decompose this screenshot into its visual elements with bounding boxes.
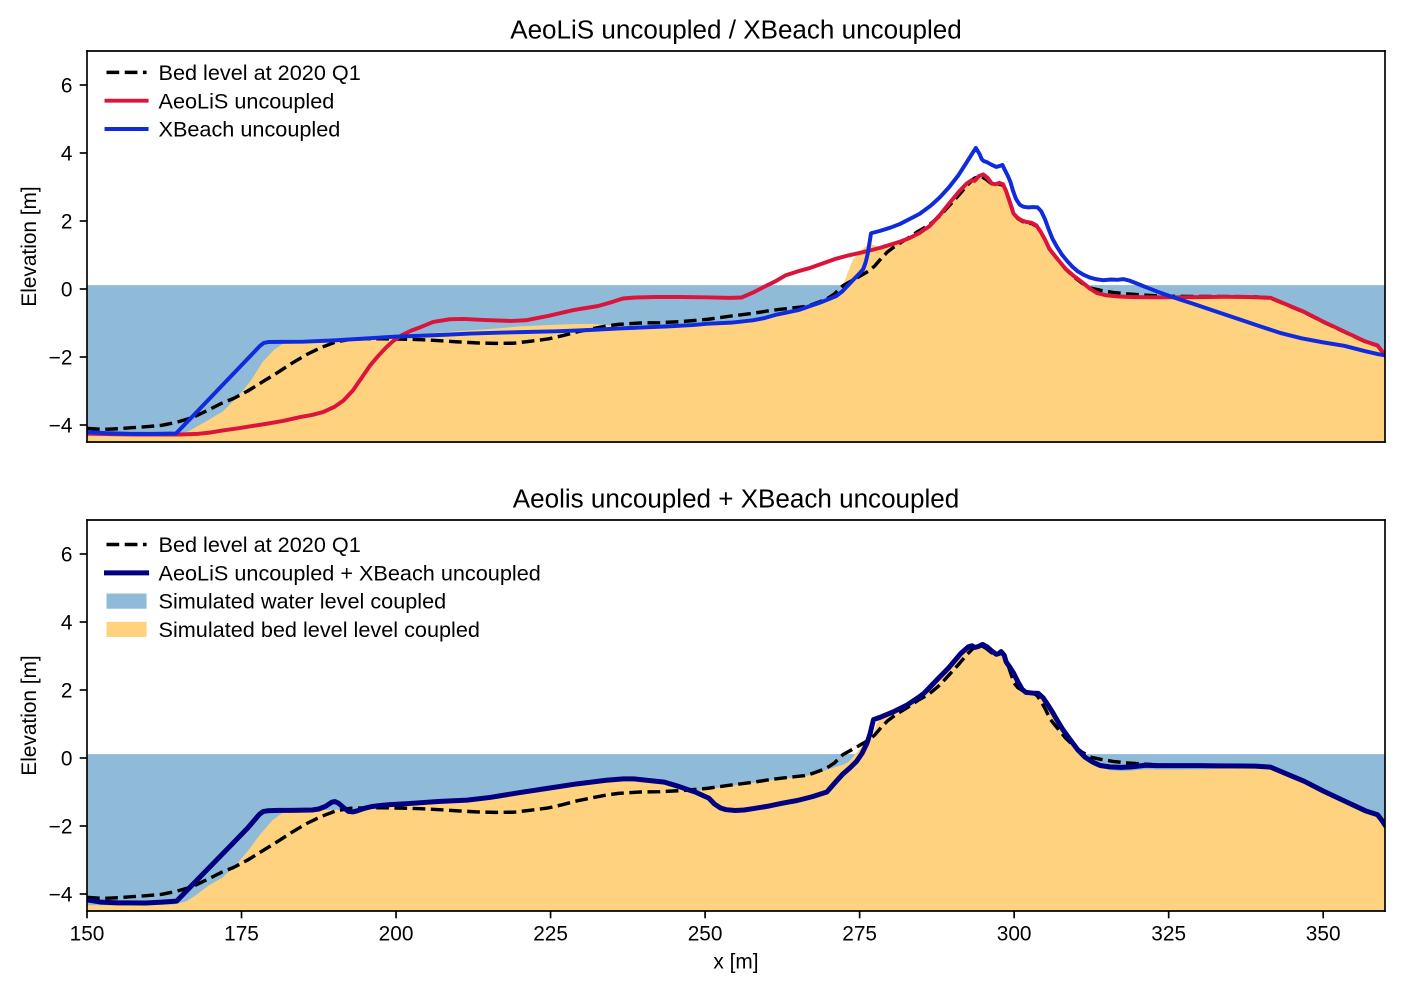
svg-text:−2: −2 [49, 816, 73, 839]
svg-text:XBeach uncoupled: XBeach uncoupled [159, 117, 341, 142]
svg-text:Bed level at 2020 Q1: Bed level at 2020 Q1 [159, 60, 361, 85]
svg-text:−2: −2 [49, 347, 73, 370]
svg-text:2: 2 [61, 211, 73, 234]
svg-text:350: 350 [1306, 923, 1341, 946]
svg-text:Elevation [m]: Elevation [m] [18, 655, 41, 775]
svg-text:x [m]: x [m] [713, 950, 758, 973]
svg-text:−4: −4 [49, 415, 73, 438]
svg-text:AeoLiS uncoupled + XBeach unco: AeoLiS uncoupled + XBeach uncoupled [159, 560, 541, 585]
svg-text:275: 275 [842, 923, 877, 946]
svg-text:225: 225 [533, 923, 568, 946]
svg-text:300: 300 [997, 923, 1032, 946]
svg-text:175: 175 [224, 923, 259, 946]
svg-text:AeoLiS uncoupled / XBeach unco: AeoLiS uncoupled / XBeach uncoupled [510, 15, 962, 45]
svg-text:4: 4 [61, 143, 73, 166]
svg-text:6: 6 [61, 544, 73, 567]
svg-text:2: 2 [61, 680, 73, 703]
svg-text:325: 325 [1151, 923, 1186, 946]
svg-text:150: 150 [70, 923, 105, 946]
svg-text:−4: −4 [49, 884, 73, 907]
svg-text:Simulated water level coupled: Simulated water level coupled [159, 589, 447, 614]
svg-text:Simulated bed level level coup: Simulated bed level level coupled [159, 617, 480, 642]
svg-text:Bed level at 2020 Q1: Bed level at 2020 Q1 [159, 532, 361, 557]
svg-text:0: 0 [61, 279, 73, 302]
svg-text:AeoLiS uncoupled: AeoLiS uncoupled [159, 88, 335, 113]
svg-text:0: 0 [61, 748, 73, 771]
svg-text:Aeolis uncoupled + XBeach unco: Aeolis uncoupled + XBeach uncoupled [513, 484, 959, 514]
svg-text:250: 250 [688, 923, 723, 946]
svg-text:6: 6 [61, 75, 73, 98]
svg-text:200: 200 [379, 923, 414, 946]
svg-text:4: 4 [61, 612, 73, 635]
svg-text:Elevation [m]: Elevation [m] [18, 186, 41, 306]
